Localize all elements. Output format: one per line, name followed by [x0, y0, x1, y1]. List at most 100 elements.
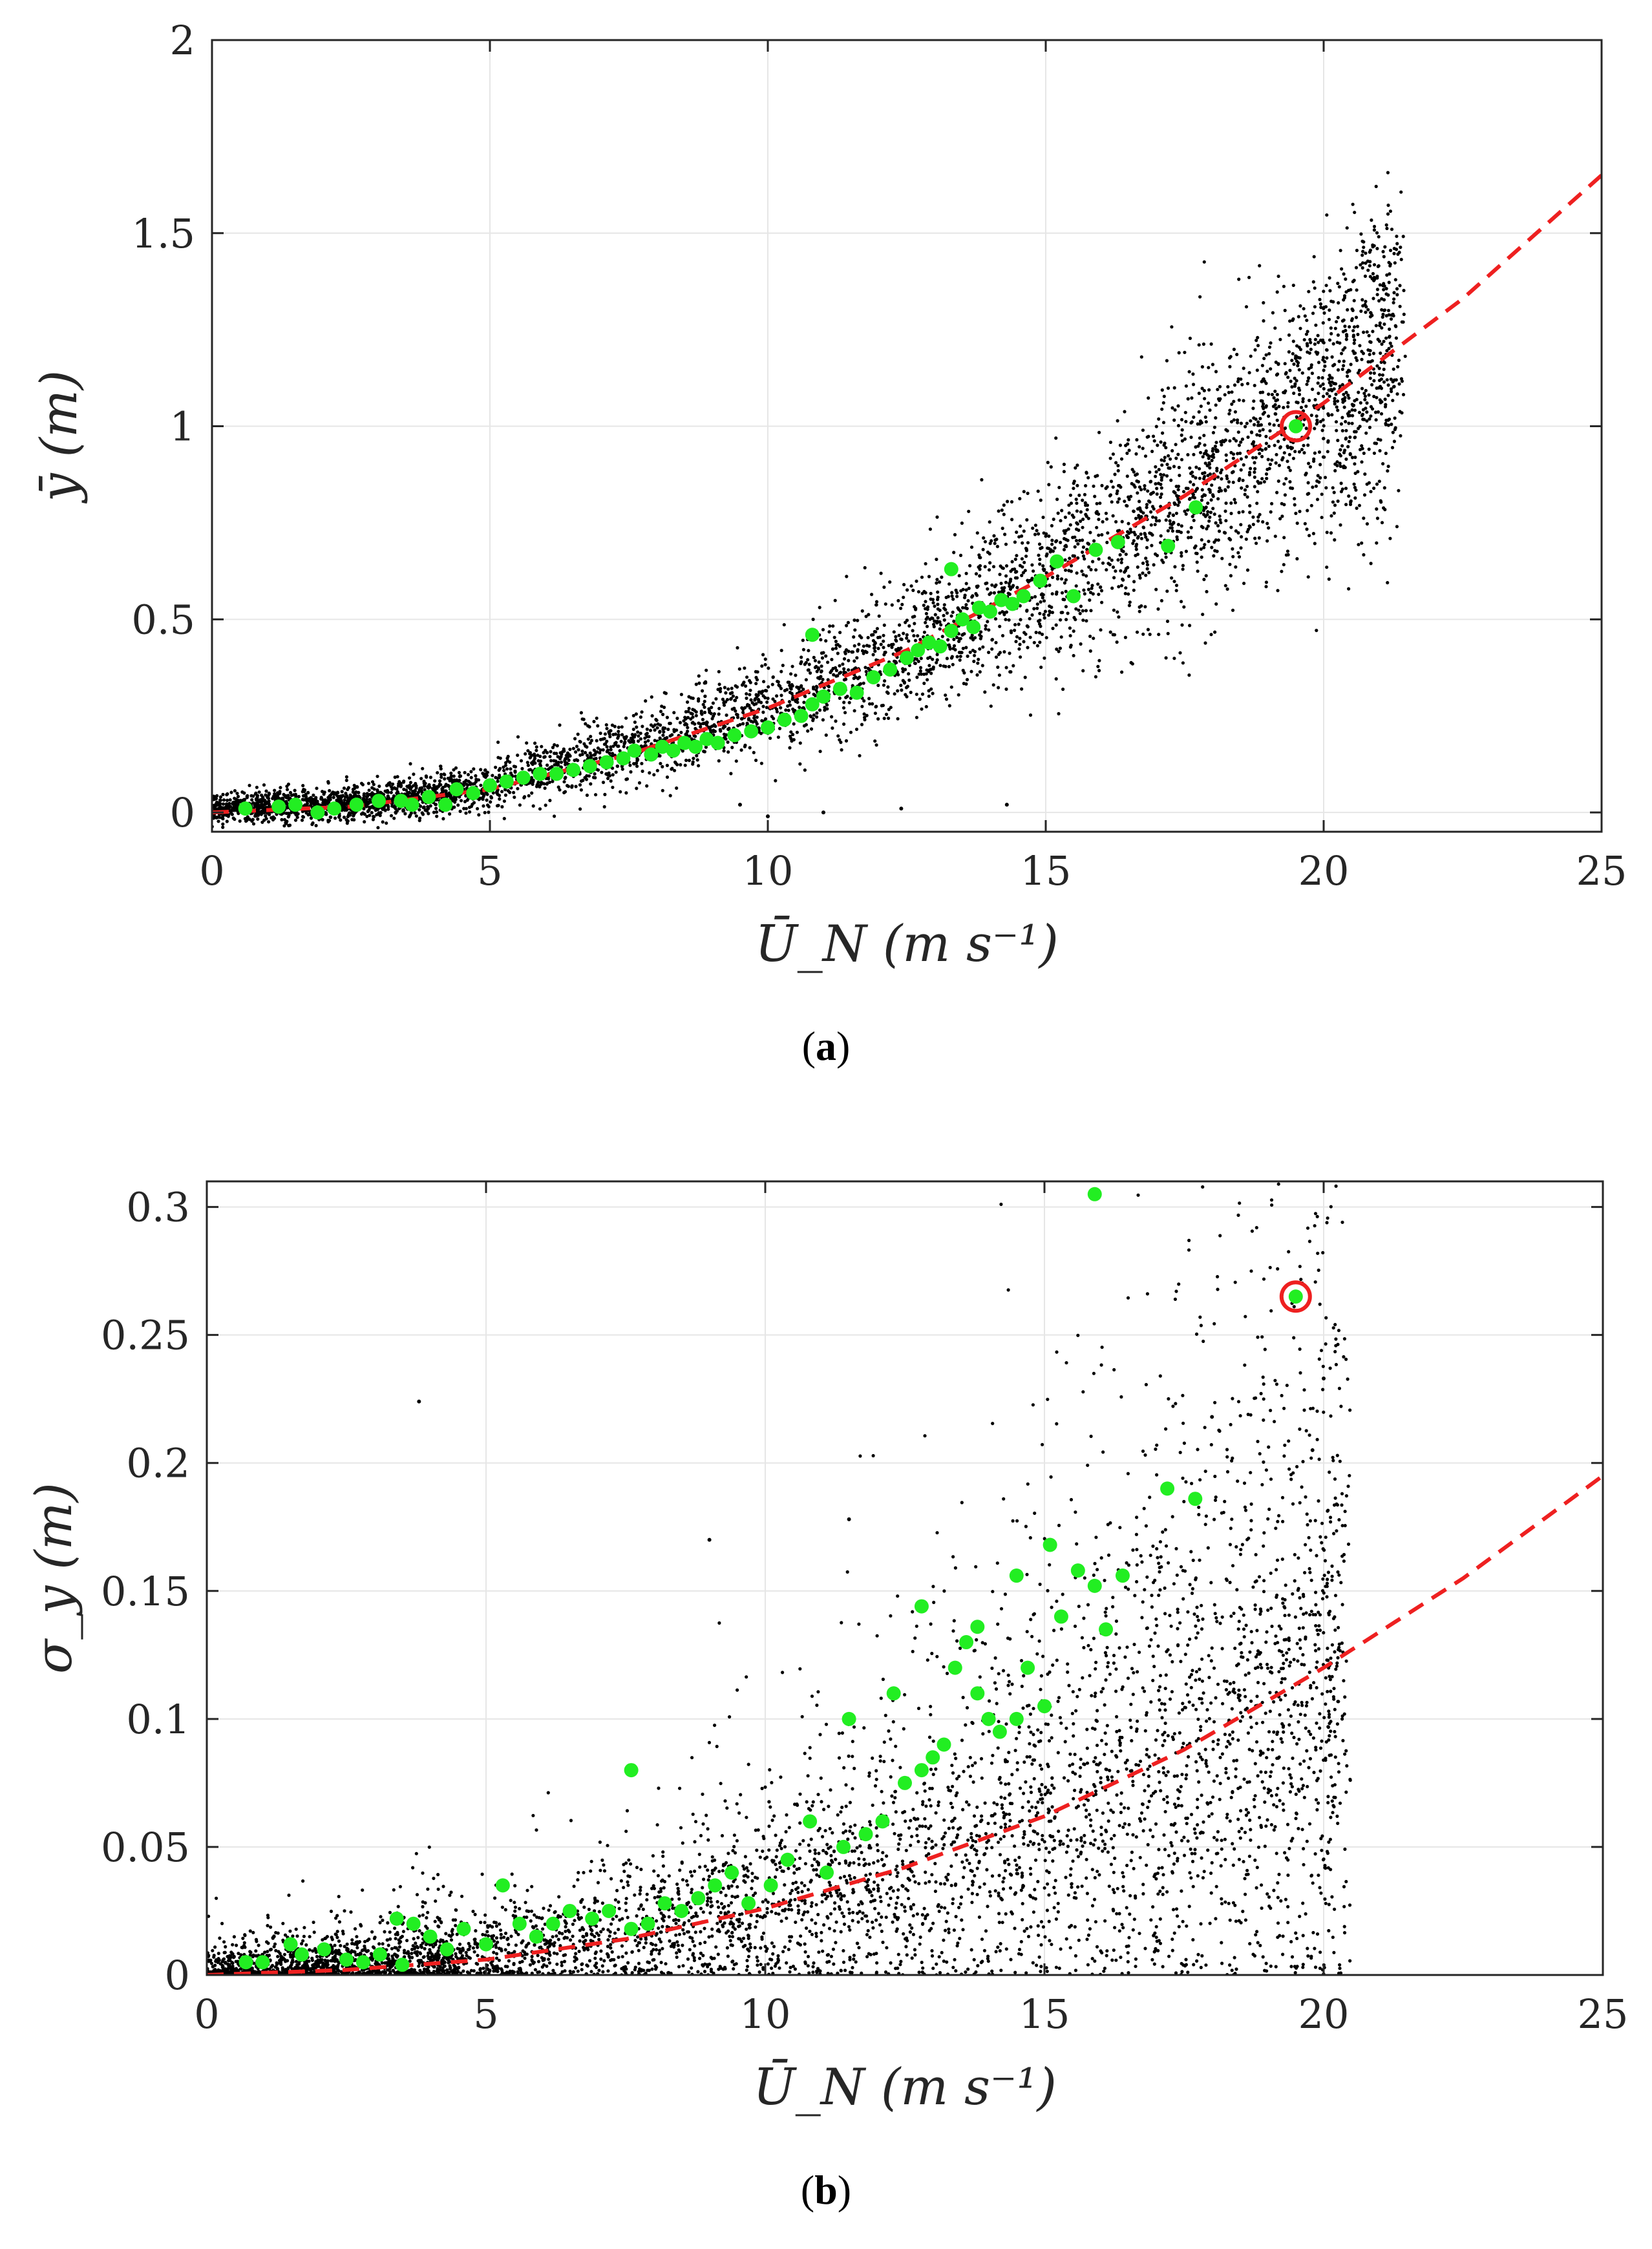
- scatter-point: [1282, 406, 1286, 410]
- scatter-point: [512, 790, 516, 794]
- scatter-point: [1116, 463, 1120, 468]
- scatter-point: [867, 697, 871, 701]
- scatter-point: [1043, 616, 1046, 620]
- scatter-point: [927, 689, 931, 693]
- scatter-point: [873, 649, 877, 653]
- scatter-point: [1227, 390, 1231, 394]
- scatter-point: [502, 817, 506, 821]
- scatter-point: [947, 664, 951, 669]
- scatter-point: [1128, 600, 1132, 604]
- scatter-point: [1028, 635, 1032, 639]
- scatter-point: [1083, 501, 1087, 505]
- scatter-point: [1362, 516, 1366, 520]
- scatter-point: [1304, 473, 1308, 477]
- scatter-point: [1386, 465, 1390, 469]
- scatter-point: [243, 817, 247, 821]
- scatter-point: [1357, 543, 1361, 547]
- scatter-point: [1091, 592, 1095, 596]
- scatter-point: [1069, 569, 1073, 573]
- scatter-point: [1200, 488, 1204, 492]
- scatter-point: [922, 681, 926, 685]
- scatter-point: [834, 646, 838, 650]
- scatter-point: [516, 754, 520, 757]
- scatter-point: [1322, 368, 1326, 372]
- scatter-point: [1041, 596, 1044, 600]
- scatter-point: [1054, 623, 1058, 627]
- scatter-point: [915, 715, 918, 719]
- scatter-point: [1023, 569, 1027, 573]
- scatter-point: [1239, 546, 1243, 550]
- scatter-point: [1255, 339, 1258, 343]
- scatter-point: [922, 630, 926, 634]
- scatter-point: [1253, 536, 1257, 540]
- scatter-point: [1184, 512, 1188, 516]
- scatter-point: [1170, 529, 1174, 533]
- scatter-point: [987, 628, 991, 632]
- scatter-point: [686, 726, 690, 730]
- scatter-point: [929, 671, 933, 675]
- scatter-point: [495, 804, 500, 808]
- scatter-point: [717, 670, 721, 673]
- scatter-point: [1307, 367, 1311, 371]
- scatter-point: [519, 759, 524, 763]
- scatter-point: [1189, 480, 1192, 484]
- scatter-point: [285, 806, 289, 810]
- scatter-point: [1287, 452, 1291, 457]
- scatter-point: [558, 757, 562, 761]
- scatter-point: [1198, 419, 1203, 423]
- scatter-point: [1173, 408, 1177, 412]
- scatter-point: [656, 722, 660, 726]
- scatter-point: [1360, 357, 1364, 361]
- scatter-point: [684, 758, 688, 763]
- scatter-point: [1032, 607, 1036, 611]
- scatter-point: [995, 545, 999, 549]
- scatter-point: [1256, 519, 1260, 523]
- scatter-point: [1350, 408, 1354, 412]
- scatter-point: [471, 782, 475, 786]
- scatter-point: [580, 749, 584, 753]
- scatter-point: [978, 633, 982, 637]
- scatter-point: [1340, 383, 1344, 386]
- scatter-point: [439, 765, 443, 768]
- scatter-point: [1200, 538, 1203, 542]
- scatter-point: [367, 808, 371, 812]
- scatter-point: [862, 651, 865, 655]
- scatter-point: [503, 793, 508, 797]
- scatter-point: [1006, 591, 1010, 595]
- scatter-point: [1026, 646, 1030, 649]
- scatter-point: [933, 613, 937, 617]
- scatter-point: [418, 816, 422, 820]
- scatter-point: [1050, 611, 1055, 615]
- scatter-point: [1275, 452, 1278, 457]
- scatter-point: [1372, 263, 1377, 267]
- scatter-point: [1160, 388, 1164, 392]
- scatter-point: [1207, 487, 1211, 491]
- scatter-point: [598, 751, 602, 755]
- scatter-point: [871, 653, 875, 657]
- scatter-point: [1086, 581, 1090, 585]
- scatter-point: [469, 770, 473, 774]
- scatter-point: [403, 812, 407, 816]
- scatter-point: [1389, 377, 1393, 381]
- scatter-point: [1291, 319, 1295, 322]
- scatter-point: [949, 614, 953, 618]
- scatter-point: [844, 677, 848, 681]
- scatter-point: [1218, 514, 1222, 518]
- scatter-point: [1316, 333, 1320, 337]
- scatter-point: [935, 557, 938, 562]
- scatter-point: [1308, 399, 1311, 403]
- scatter-point: [659, 761, 662, 766]
- scatter-point: [1108, 440, 1112, 445]
- scatter-point: [1015, 554, 1019, 558]
- scatter-point: [371, 818, 376, 821]
- scatter-point: [359, 781, 364, 785]
- scatter-point: [1282, 536, 1286, 540]
- scatter-point: [341, 794, 345, 797]
- scatter-point: [1228, 364, 1232, 369]
- scatter-point: [1181, 490, 1186, 494]
- scatter-point: [1069, 502, 1074, 505]
- scatter-point: [1152, 439, 1156, 443]
- scatter-point: [1015, 570, 1019, 574]
- scatter-point: [840, 748, 843, 752]
- scatter-point: [396, 775, 399, 779]
